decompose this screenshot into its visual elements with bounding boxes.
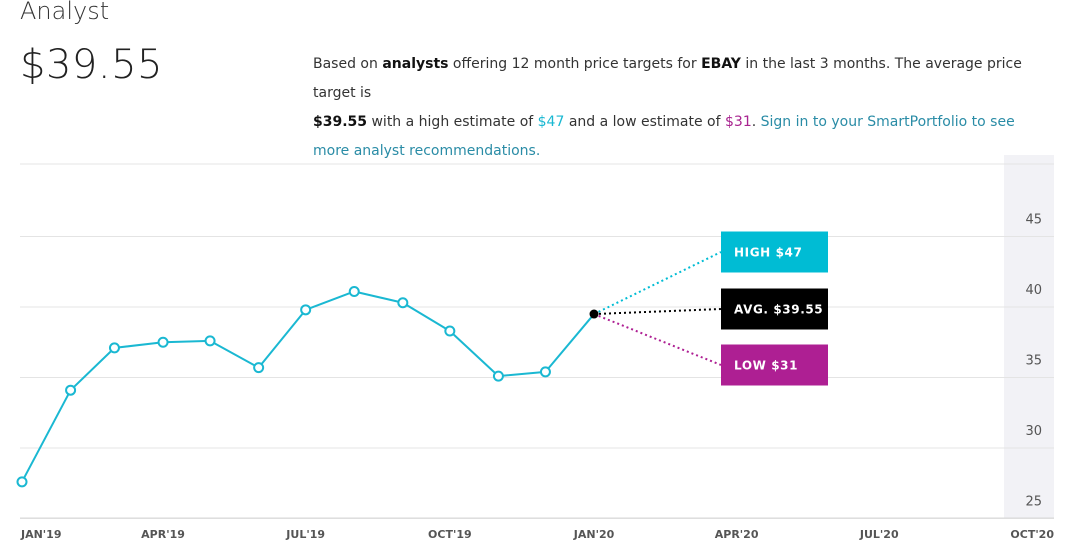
forecast-high-label: HIGH $47 bbox=[734, 246, 802, 260]
desc-text-5: and a low estimate of bbox=[564, 114, 725, 130]
forecast-avg-label: AVG. $39.55 bbox=[734, 303, 823, 317]
x-tick-label: JAN'19 bbox=[20, 528, 62, 541]
desc-low: $31 bbox=[725, 114, 752, 130]
forecast-avg-box bbox=[721, 288, 828, 330]
data-point bbox=[348, 285, 360, 297]
y-tick-label: 40 bbox=[1025, 283, 1042, 298]
data-point bbox=[397, 297, 409, 309]
x-tick-label: OCT'20 bbox=[1010, 528, 1054, 541]
desc-analysts: analysts bbox=[382, 56, 449, 72]
desc-ticker: EBAY bbox=[701, 56, 741, 72]
x-tick-label: APR'20 bbox=[715, 528, 759, 541]
data-point bbox=[16, 476, 28, 488]
y-tick-label: 45 bbox=[1025, 213, 1042, 228]
desc-high: $47 bbox=[537, 114, 565, 130]
data-point bbox=[444, 325, 456, 337]
data-point bbox=[300, 304, 312, 316]
x-tick-label: JUL'20 bbox=[859, 528, 899, 541]
y-tick-label: 30 bbox=[1025, 424, 1042, 439]
data-point bbox=[204, 335, 216, 347]
data-point bbox=[65, 384, 77, 396]
forecast-high-line bbox=[593, 251, 722, 315]
desc-text-6: . bbox=[751, 114, 761, 130]
smartportfolio-signin-link[interactable]: Sign in to your SmartPortfolio to see mo… bbox=[313, 114, 1015, 159]
desc-text-2: offering 12 month price targets for bbox=[448, 56, 702, 72]
data-point bbox=[253, 362, 265, 374]
average-price-target: $39.55 bbox=[20, 42, 163, 88]
y-tick-label: 35 bbox=[1025, 354, 1042, 369]
forecast-low-box bbox=[721, 344, 828, 386]
x-tick-label: JAN'20 bbox=[573, 528, 615, 541]
forecast-avg-line bbox=[593, 308, 722, 316]
desc-text-4: with a high estimate of bbox=[367, 114, 538, 130]
x-tick-label: APR'19 bbox=[141, 528, 185, 541]
y-tick-label: 25 bbox=[1025, 495, 1042, 510]
data-point bbox=[492, 370, 504, 382]
forecast-high-box bbox=[721, 231, 828, 273]
forecast-low-label: LOW $31 bbox=[734, 359, 798, 373]
desc-text-3: in the last 3 months. The average price … bbox=[313, 56, 1022, 101]
current-point bbox=[589, 309, 599, 319]
data-point bbox=[157, 336, 169, 348]
x-tick-label: JUL'19 bbox=[285, 528, 325, 541]
desc-avg: $39.55 bbox=[313, 114, 368, 130]
data-point bbox=[108, 342, 120, 354]
page-title: Analyst bbox=[20, 0, 110, 25]
desc-text-1: Based on bbox=[313, 56, 383, 72]
forecast-low-line bbox=[593, 313, 722, 366]
price-line bbox=[21, 290, 595, 483]
price-target-description: Based on analysts offering 12 month pric… bbox=[313, 50, 1038, 166]
y-axis-band bbox=[1004, 155, 1054, 518]
x-tick-label: OCT'19 bbox=[428, 528, 472, 541]
data-point bbox=[539, 366, 551, 378]
